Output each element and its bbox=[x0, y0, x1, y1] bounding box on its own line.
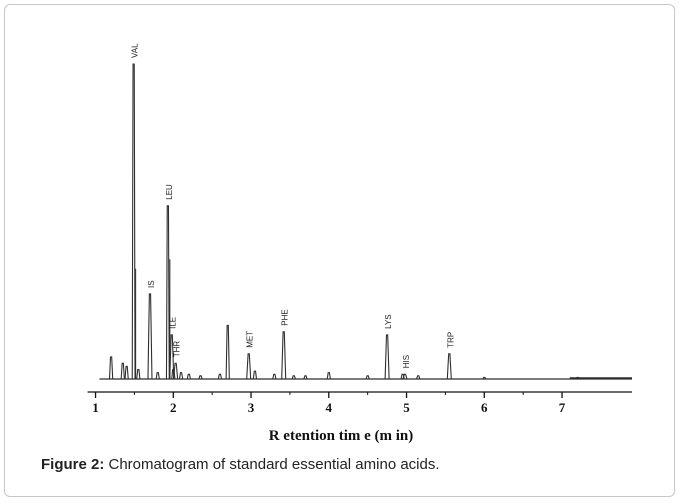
peak-label-lys: LYS bbox=[384, 314, 393, 329]
noise-peak bbox=[482, 376, 487, 380]
chromatogram-chart: 1 2 3 4 5 6 7 VAL IS LEU THR ILE MET PHE LYS HIS TRP R … bbox=[87, 43, 632, 444]
peak-labels: VAL IS LEU THR ILE MET PHE LYS HIS TRP bbox=[131, 43, 456, 368]
x-tick-label: 1 bbox=[92, 400, 99, 415]
figure-caption: Figure 2: Chromatogram of standard essen… bbox=[41, 456, 641, 473]
noise-peak bbox=[186, 373, 191, 380]
figure-frame bbox=[4, 4, 675, 497]
peak-met bbox=[246, 353, 252, 380]
x-tick-label: 4 bbox=[326, 400, 333, 415]
noise-peak bbox=[416, 375, 421, 380]
peak-label-met: MET bbox=[246, 331, 255, 348]
peak-his bbox=[402, 373, 408, 380]
peak-label-val: VAL bbox=[131, 43, 140, 58]
peak-label-is: IS bbox=[147, 280, 156, 288]
peak-label-his: HIS bbox=[402, 355, 411, 368]
x-tick-label: 6 bbox=[481, 400, 488, 415]
trace-layer bbox=[99, 63, 632, 380]
peak-phe bbox=[281, 331, 287, 380]
peak-trp bbox=[446, 353, 452, 380]
noise-peak bbox=[291, 375, 296, 380]
noise-peak bbox=[178, 372, 184, 380]
noise-peak bbox=[303, 375, 308, 380]
peak-label-ile: ILE bbox=[169, 317, 178, 329]
noise-peak bbox=[120, 362, 125, 380]
x-tick-label: 5 bbox=[403, 400, 410, 415]
x-tick-label: 3 bbox=[248, 400, 255, 415]
peak-val bbox=[131, 63, 136, 380]
peak-ile bbox=[169, 334, 175, 380]
noise-peak bbox=[155, 372, 160, 380]
peak-thr bbox=[173, 362, 179, 380]
peak-label-phe: PHE bbox=[281, 309, 290, 325]
peak-is bbox=[147, 293, 153, 380]
noise-peak bbox=[217, 373, 223, 380]
noise-peak bbox=[252, 370, 258, 380]
x-axis-label: R etention tim e (m in) bbox=[269, 428, 414, 444]
noise-peak bbox=[365, 375, 370, 380]
noise-peak bbox=[136, 369, 141, 380]
x-axis: 1 2 3 4 5 6 7 bbox=[87, 391, 632, 415]
noise-peak bbox=[225, 324, 230, 380]
peak-lys bbox=[384, 334, 390, 380]
peak-label-leu: LEU bbox=[165, 184, 174, 200]
peak-label-thr: THR bbox=[173, 341, 182, 358]
noise-peak bbox=[198, 375, 203, 380]
peak-label-trp: TRP bbox=[446, 332, 455, 348]
noise-peak bbox=[326, 372, 331, 380]
x-tick-label: 2 bbox=[170, 400, 177, 415]
noise-peak bbox=[124, 365, 129, 380]
caption-text: Chromatogram of standard essential amino… bbox=[104, 456, 440, 473]
noise-peak bbox=[575, 376, 580, 380]
caption-label: Figure 2: bbox=[41, 456, 105, 473]
noise-peak bbox=[272, 373, 277, 380]
noise-peak bbox=[108, 356, 114, 380]
peak-leu bbox=[165, 205, 170, 380]
x-tick-label: 7 bbox=[559, 400, 566, 415]
